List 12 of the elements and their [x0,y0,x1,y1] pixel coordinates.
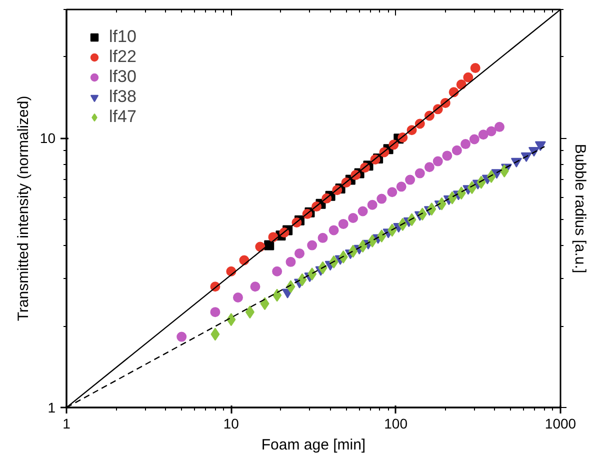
x-axis-title: Foam age [min] [261,436,366,454]
x-tick-label: 10 [223,416,240,432]
x-tick-label: 1000 [544,416,576,432]
x-tick-label: 1 [62,416,71,432]
x-tick-label: 100 [384,416,408,432]
legend-label: lf10 [109,27,136,47]
legend-label: lf38 [109,87,136,107]
y-axis-title: Transmitted intensity (normalized) [14,96,32,322]
legend-label: lf22 [109,47,136,67]
y2-axis-title: Bubble radius [a.u.] [572,144,588,274]
legend-label: lf47 [109,107,136,127]
legend-label: lf30 [109,67,136,87]
